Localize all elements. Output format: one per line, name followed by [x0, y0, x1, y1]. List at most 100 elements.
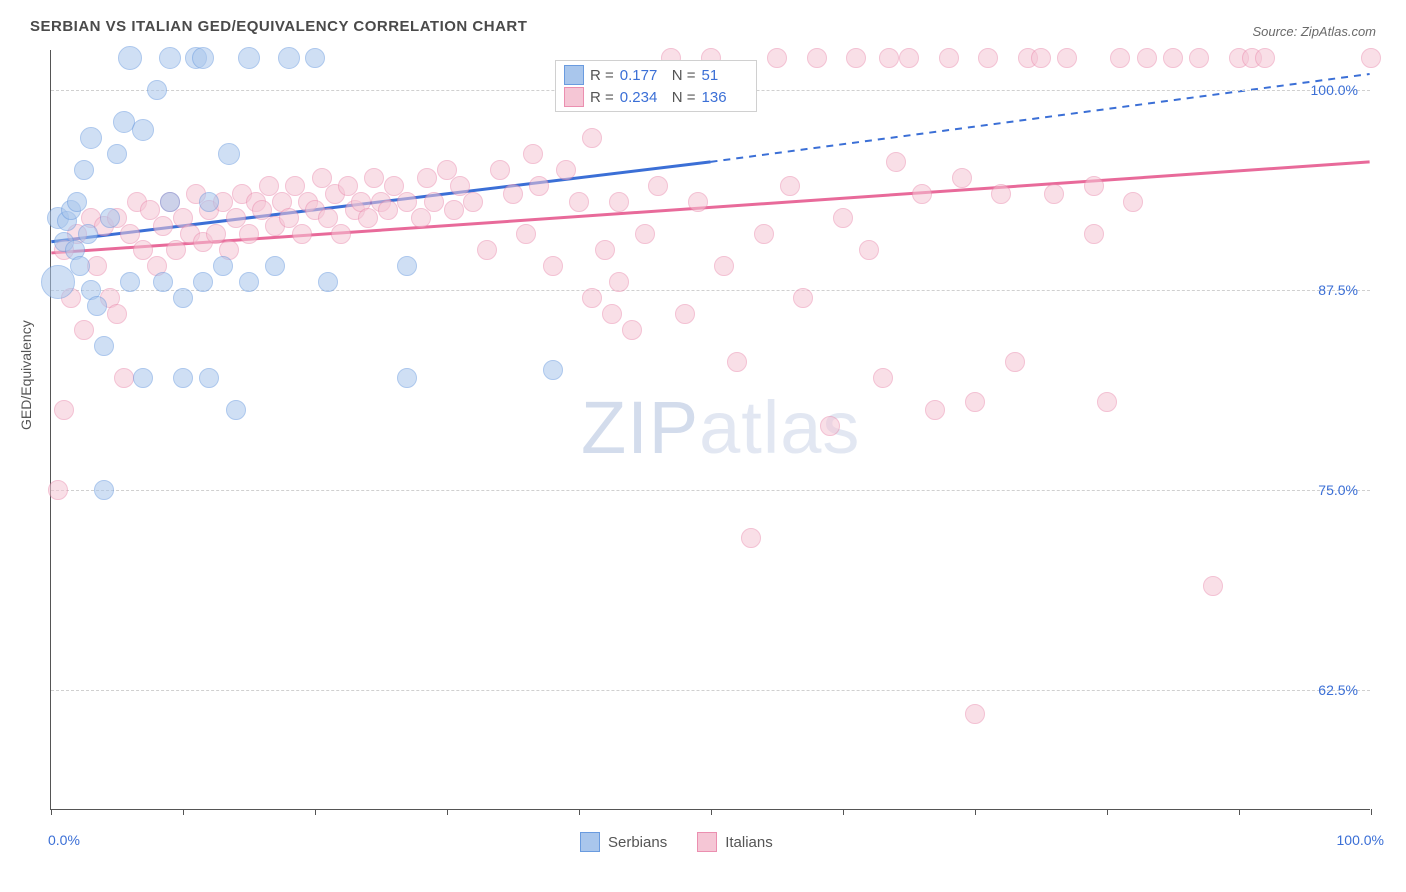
- data-point: [199, 192, 219, 212]
- data-point: [226, 400, 246, 420]
- data-point: [87, 296, 107, 316]
- legend-label: Serbians: [608, 834, 667, 851]
- data-point: [582, 288, 602, 308]
- x-tick: [1239, 809, 1240, 815]
- data-point: [925, 400, 945, 420]
- data-point: [397, 368, 417, 388]
- data-point: [331, 224, 351, 244]
- data-point: [120, 272, 140, 292]
- data-point: [807, 48, 827, 68]
- data-point: [833, 208, 853, 228]
- data-point: [1123, 192, 1143, 212]
- legend-swatch: [580, 832, 600, 852]
- data-point: [160, 192, 180, 212]
- data-point: [132, 119, 154, 141]
- data-point: [239, 224, 259, 244]
- data-point: [1097, 392, 1117, 412]
- data-point: [978, 48, 998, 68]
- data-point: [305, 48, 325, 68]
- stats-box: R =0.177N =51R =0.234N =136: [555, 60, 757, 112]
- data-point: [1031, 48, 1051, 68]
- data-point: [444, 200, 464, 220]
- series-swatch: [564, 87, 584, 107]
- data-point: [70, 256, 90, 276]
- data-point: [166, 240, 186, 260]
- data-point: [780, 176, 800, 196]
- data-point: [78, 224, 98, 244]
- data-point: [490, 160, 510, 180]
- data-point: [635, 224, 655, 244]
- data-point: [193, 272, 213, 292]
- data-point: [688, 192, 708, 212]
- data-point: [556, 160, 576, 180]
- data-point: [609, 192, 629, 212]
- data-point: [173, 288, 193, 308]
- data-point: [965, 392, 985, 412]
- data-point: [100, 208, 120, 228]
- legend-item: Serbians: [580, 832, 667, 852]
- legend-swatch: [697, 832, 717, 852]
- x-tick: [1371, 809, 1372, 815]
- data-point: [94, 480, 114, 500]
- stat-n-value: 136: [702, 89, 748, 106]
- data-point: [516, 224, 536, 244]
- data-point: [54, 400, 74, 420]
- data-point: [94, 336, 114, 356]
- data-point: [820, 416, 840, 436]
- data-point: [417, 168, 437, 188]
- data-point: [153, 216, 173, 236]
- data-point: [899, 48, 919, 68]
- data-point: [991, 184, 1011, 204]
- data-point: [543, 256, 563, 276]
- data-point: [543, 360, 563, 380]
- plot-area: ZIPatlas 62.5%75.0%87.5%100.0%: [50, 50, 1370, 810]
- data-point: [364, 168, 384, 188]
- data-point: [793, 288, 813, 308]
- gridline: [51, 490, 1370, 491]
- data-point: [873, 368, 893, 388]
- x-tick: [447, 809, 448, 815]
- x-tick: [975, 809, 976, 815]
- data-point: [107, 304, 127, 324]
- series-swatch: [564, 65, 584, 85]
- y-tick-label: 100.0%: [1311, 82, 1358, 98]
- stat-key: R =: [590, 89, 614, 106]
- data-point: [602, 304, 622, 324]
- chart-title: SERBIAN VS ITALIAN GED/EQUIVALENCY CORRE…: [30, 18, 527, 35]
- data-point: [622, 320, 642, 340]
- data-point: [113, 111, 135, 133]
- data-point: [239, 272, 259, 292]
- data-point: [595, 240, 615, 260]
- data-point: [74, 320, 94, 340]
- data-point: [523, 144, 543, 164]
- data-point: [529, 176, 549, 196]
- legend: Serbians Italians: [580, 832, 773, 852]
- data-point: [358, 208, 378, 228]
- watermark-bold: ZIP: [581, 386, 699, 469]
- data-point: [153, 272, 173, 292]
- data-point: [846, 48, 866, 68]
- data-point: [114, 368, 134, 388]
- data-point: [912, 184, 932, 204]
- legend-item: Italians: [697, 832, 773, 852]
- stat-r-value: 0.234: [620, 89, 666, 106]
- data-point: [173, 368, 193, 388]
- data-point: [199, 368, 219, 388]
- watermark: ZIPatlas: [581, 385, 860, 470]
- x-tick: [579, 809, 580, 815]
- data-point: [411, 208, 431, 228]
- stats-row: R =0.177N =51: [564, 65, 748, 85]
- data-point: [87, 256, 107, 276]
- x-tick: [843, 809, 844, 815]
- gridline: [51, 690, 1370, 691]
- data-point: [503, 184, 523, 204]
- data-point: [886, 152, 906, 172]
- data-point: [952, 168, 972, 188]
- data-point: [397, 256, 417, 276]
- x-tick: [1107, 809, 1108, 815]
- data-point: [965, 704, 985, 724]
- data-point: [192, 47, 214, 69]
- data-point: [278, 47, 300, 69]
- stat-r-value: 0.177: [620, 67, 666, 84]
- stats-row: R =0.234N =136: [564, 87, 748, 107]
